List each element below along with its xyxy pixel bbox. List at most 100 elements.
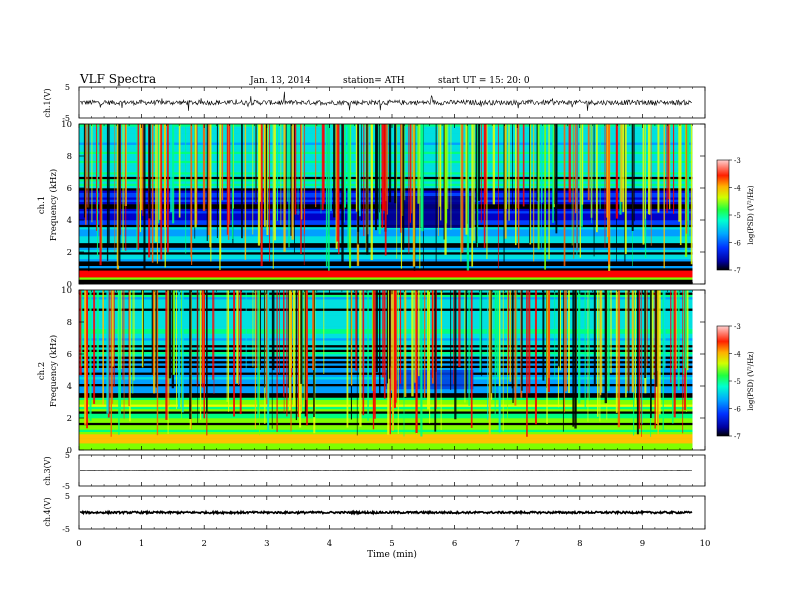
sferic-streak	[344, 124, 346, 208]
ch1-waveform-panel: 5 -5 ch.1(V)	[43, 83, 705, 123]
sferic-streak	[685, 290, 687, 368]
sferic-streak	[688, 124, 690, 236]
sferic-streak	[100, 124, 102, 265]
sferic-streak	[554, 124, 555, 204]
sferic-streak	[81, 290, 82, 366]
sferic-streak	[289, 290, 291, 410]
sferic-streak	[622, 124, 624, 212]
frequency-band	[79, 411, 692, 414]
date-label: Jan. 13, 2014	[249, 76, 311, 86]
sferic-streak	[143, 124, 145, 270]
sferic-streak	[89, 290, 91, 421]
sferic-streak	[298, 124, 299, 215]
sferic-streak	[404, 124, 405, 200]
sferic-streak	[596, 124, 598, 232]
station-label: station= ATH	[343, 76, 405, 86]
sferic-streak	[169, 290, 171, 378]
sferic-streak	[597, 290, 598, 417]
sferic-streak	[88, 124, 89, 271]
ytick-label: 6	[67, 184, 72, 194]
sferic-streak	[648, 124, 649, 214]
sferic-streak	[505, 124, 507, 239]
sferic-streak	[123, 290, 124, 380]
ch3-waveform-panel: 5 -5 ch.3(V)	[43, 451, 705, 491]
frequency-band	[79, 445, 692, 448]
sferic-streak	[371, 124, 373, 260]
sferic-streak	[173, 290, 175, 375]
frequency-band	[79, 409, 692, 412]
sferic-streak	[650, 290, 652, 418]
colorbar-label: log(PSD) (V²/Hz)	[747, 351, 755, 410]
sferic-streak	[400, 290, 401, 384]
sferic-streak	[625, 124, 627, 254]
sferic-streak	[594, 124, 595, 256]
sferic-streak	[228, 124, 229, 240]
time-tick-label: 6	[452, 539, 457, 549]
sferic-streak	[410, 124, 411, 223]
sferic-streak	[647, 290, 648, 366]
ch2-spectrogram-ylabel-frequency: Frequency (kHz)	[48, 335, 59, 407]
sferic-streak	[477, 124, 478, 247]
frequency-band	[79, 434, 692, 437]
sferic-streak	[518, 124, 519, 249]
sferic-streak	[419, 124, 420, 268]
frequency-band	[79, 266, 692, 269]
sferic-streak	[556, 124, 557, 207]
sferic-streak	[333, 124, 335, 217]
sferic-streak	[686, 124, 687, 234]
sferic-streak	[241, 124, 243, 238]
sferic-streak	[132, 290, 133, 394]
sferic-streak	[610, 290, 611, 373]
sferic-streak	[110, 290, 112, 437]
sferic-streak	[478, 124, 480, 201]
frequency-band	[79, 420, 692, 423]
sferic-streak	[507, 290, 508, 419]
sferic-streak	[499, 290, 500, 386]
frequency-band	[79, 432, 692, 435]
ch3-waveform-ylabel: ch.3(V)	[43, 456, 52, 485]
sferic-streak	[219, 124, 220, 270]
sferic-streak	[564, 124, 566, 266]
sferic-streak	[181, 290, 182, 420]
sferic-streak	[664, 290, 666, 368]
sferic-streak	[321, 124, 322, 214]
frequency-band	[79, 275, 692, 278]
sferic-streak	[554, 290, 555, 377]
sferic-streak	[578, 290, 580, 403]
sferic-streak	[634, 124, 635, 221]
frequency-band	[79, 268, 692, 271]
sferic-streak	[212, 290, 213, 380]
frequency-band	[79, 436, 692, 439]
sferic-streak	[582, 124, 584, 205]
sferic-streak	[386, 124, 387, 201]
frequency-band	[79, 279, 692, 282]
time-tick-label: 0	[76, 539, 81, 549]
sferic-streak	[167, 124, 169, 252]
sferic-streak	[628, 290, 629, 394]
sferic-streak	[572, 124, 573, 245]
sferic-streak	[588, 290, 589, 422]
sferic-streak	[106, 290, 108, 414]
sferic-streak	[400, 124, 401, 233]
ch1-spectrogram-image	[79, 124, 692, 284]
sferic-streak	[576, 124, 577, 259]
ch2-spectrogram-image	[79, 290, 692, 450]
sferic-streak	[516, 290, 517, 387]
ch3-ytick-top: 5	[65, 451, 70, 460]
sferic-streak	[413, 124, 415, 267]
sferic-streak	[277, 124, 278, 221]
sferic-streak	[635, 290, 636, 404]
frequency-band	[79, 407, 692, 410]
colorbar-tick-label: -6	[734, 406, 741, 414]
sferic-streak	[138, 124, 140, 250]
sferic-streak	[424, 290, 425, 398]
sferic-streak	[642, 290, 643, 424]
sferic-streak	[666, 124, 667, 213]
sferic-streak	[643, 124, 645, 245]
sferic-streak	[172, 124, 174, 223]
sferic-streak	[125, 124, 126, 251]
ch1-ytick-top: 5	[65, 83, 70, 92]
sferic-streak	[651, 124, 652, 246]
sferic-streak	[97, 290, 99, 370]
